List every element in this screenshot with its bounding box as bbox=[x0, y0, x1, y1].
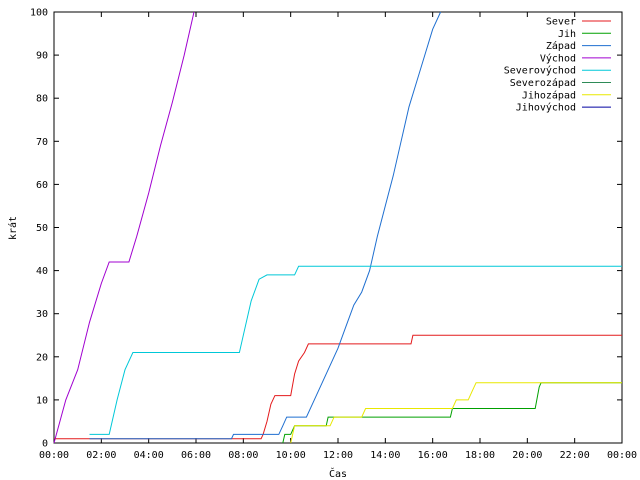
legend-label: Západ bbox=[546, 40, 576, 52]
y-tick-label: 80 bbox=[36, 94, 48, 105]
y-tick-label: 30 bbox=[36, 309, 48, 320]
y-tick-label: 10 bbox=[36, 395, 48, 406]
x-axis-label: Čas bbox=[329, 467, 347, 480]
series-line-jihozapad bbox=[290, 382, 622, 444]
legend-label: Jih bbox=[558, 29, 576, 40]
axes: 0 10 20 30 40 50 60 70 80 90 100 00:00 02:00 04:00 06:… bbox=[30, 8, 637, 462]
x-tick-label: 10:00 bbox=[276, 450, 306, 461]
legend-label: Východ bbox=[540, 52, 576, 64]
series-line-sever bbox=[54, 334, 622, 440]
legend-label: Severozápad bbox=[510, 77, 576, 89]
legend-label: Jihovýchod bbox=[516, 102, 576, 114]
legend-label: Sever bbox=[546, 17, 576, 28]
x-tick-label: 00:00 bbox=[39, 450, 69, 461]
x-tick-label: 18:00 bbox=[465, 450, 495, 461]
y-tick-label: 70 bbox=[36, 137, 48, 148]
y-tick-label: 50 bbox=[36, 223, 48, 234]
x-tick-label: 16:00 bbox=[418, 450, 448, 461]
x-tick-label: 06:00 bbox=[181, 450, 211, 461]
x-tick-label: 22:00 bbox=[560, 450, 590, 461]
y-tick-label: 40 bbox=[36, 266, 48, 277]
y-axis-label: krát bbox=[7, 216, 19, 240]
legend-label: Jihozápad bbox=[522, 89, 576, 101]
series-line-vychod bbox=[53, 11, 195, 444]
series-line-severovychod bbox=[89, 265, 622, 435]
y-tick-label: 0 bbox=[42, 439, 48, 450]
x-tick-label: 04:00 bbox=[134, 450, 164, 461]
series-line-jih bbox=[282, 382, 622, 444]
x-tick-label: 20:00 bbox=[512, 450, 542, 461]
x-tick-label: 12:00 bbox=[323, 450, 353, 461]
y-tick-label: 20 bbox=[36, 352, 48, 363]
x-tick-label: 14:00 bbox=[370, 450, 400, 461]
x-tick-label: 08:00 bbox=[228, 450, 258, 461]
x-tick-label: 02:00 bbox=[86, 450, 116, 461]
x-tick-label: 00:00 bbox=[607, 450, 637, 461]
y-tick-label: 60 bbox=[36, 180, 48, 191]
series-lines bbox=[53, 11, 622, 444]
y-tick-label: 100 bbox=[30, 8, 48, 19]
y-tick-label: 90 bbox=[36, 51, 48, 62]
legend-label: Severovýchod bbox=[504, 65, 576, 77]
legend: SeverJihZápadVýchodSeverovýchodSeverozáp… bbox=[504, 17, 611, 114]
series-line-zapad bbox=[89, 11, 442, 440]
